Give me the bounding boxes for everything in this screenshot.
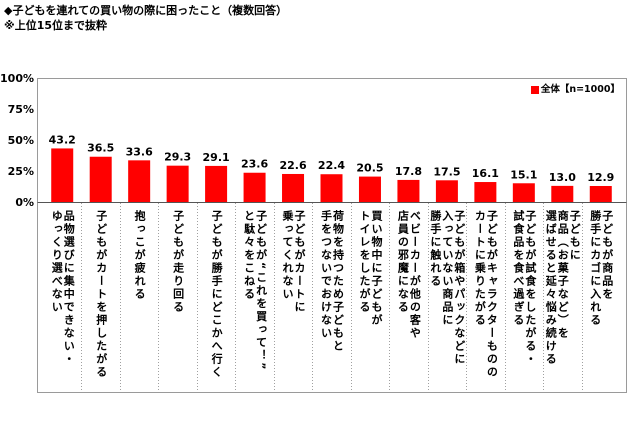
y-tick-label: 100% bbox=[0, 72, 34, 85]
bar bbox=[89, 156, 112, 202]
data-label: 20.5 bbox=[356, 162, 383, 175]
data-label: 29.1 bbox=[203, 151, 230, 164]
data-labels: 43.2 36.5 33.6 29.3 29.1 23.6 22.6 22.4 20.5 17.8… bbox=[49, 133, 615, 184]
category-label: 抱っこが疲れる bbox=[133, 210, 147, 301]
data-label: 36.5 bbox=[87, 142, 114, 155]
category-label: 子どもがキャラクターものの カートに乗りたがる bbox=[473, 210, 499, 379]
legend-swatch bbox=[530, 86, 539, 94]
category-label: 子どもが商品を 勝手にカゴに入れる bbox=[588, 210, 614, 327]
data-label: 33.6 bbox=[126, 145, 153, 158]
y-tick-label: 25% bbox=[8, 165, 34, 178]
data-label: 29.3 bbox=[164, 151, 191, 164]
legend: 全体【n=1000】 bbox=[530, 84, 620, 96]
bar bbox=[358, 176, 381, 202]
data-label: 17.5 bbox=[433, 165, 460, 178]
bar bbox=[205, 165, 228, 202]
bar bbox=[474, 182, 497, 202]
category-label: 子どもが勝手にどこかへ行く bbox=[210, 210, 224, 379]
data-label: 16.1 bbox=[472, 167, 499, 180]
bar bbox=[51, 148, 74, 202]
category-label: 子どもが“これを買って！” と駄々をこねる bbox=[242, 210, 268, 372]
category-label: 子どもが走り回る bbox=[171, 210, 185, 314]
category-label: 子どもがカートを押したがる bbox=[94, 210, 108, 379]
category-label: ベビーカーが他の客や 店員の邪魔になる bbox=[396, 210, 422, 340]
bar bbox=[551, 185, 574, 202]
y-tick-label: 50% bbox=[8, 134, 34, 147]
data-label: 43.2 bbox=[49, 133, 76, 146]
category-label: 子どもがカートに 乗ってくれない bbox=[281, 210, 307, 314]
bars bbox=[51, 148, 612, 202]
bar bbox=[243, 172, 266, 202]
data-label: 12.9 bbox=[587, 171, 614, 184]
category-label: 子どもが試食をしたがる・ 試食品を食べ過ぎる bbox=[511, 210, 537, 366]
y-tick-label: 0% bbox=[15, 196, 34, 209]
legend-label: 全体【n=1000】 bbox=[540, 84, 620, 95]
data-label: 22.4 bbox=[318, 159, 345, 172]
data-label: 13.0 bbox=[549, 171, 576, 184]
bar bbox=[397, 179, 420, 202]
category-label: 子どもに 商品（お菓子など）を 選ばせると延々悩み続ける bbox=[544, 210, 582, 366]
bar bbox=[589, 186, 612, 202]
data-label: 15.1 bbox=[510, 168, 537, 181]
chart-frame bbox=[37, 78, 627, 393]
bar bbox=[435, 180, 458, 202]
category-label: 荷物を持つため子どもと 手をつないでおけない bbox=[319, 210, 345, 353]
category-label: 買い物中に子どもが トイレをしたがる bbox=[357, 210, 383, 327]
y-axis: 100% 75% 50% 25% 0% bbox=[0, 72, 34, 209]
data-label: 23.6 bbox=[241, 158, 268, 171]
chart-title: ◆子どもを連れての買い物の際に困ったこと（複数回答） bbox=[4, 4, 288, 17]
bar bbox=[166, 165, 189, 202]
bar bbox=[128, 160, 151, 202]
category-label: 品物選びに集中できない・ ゆっくり選べない bbox=[50, 210, 76, 366]
category-label: 子どもが箱やパックなどに 入っていない商品に 勝手に触れる bbox=[428, 210, 466, 366]
data-label: 17.8 bbox=[395, 165, 422, 178]
data-label: 22.6 bbox=[279, 159, 306, 172]
y-tick-label: 75% bbox=[8, 103, 34, 116]
chart-note: ※上位15位まで抜粋 bbox=[4, 19, 108, 32]
bar bbox=[320, 174, 343, 202]
bar bbox=[512, 183, 535, 202]
bar bbox=[282, 173, 305, 202]
